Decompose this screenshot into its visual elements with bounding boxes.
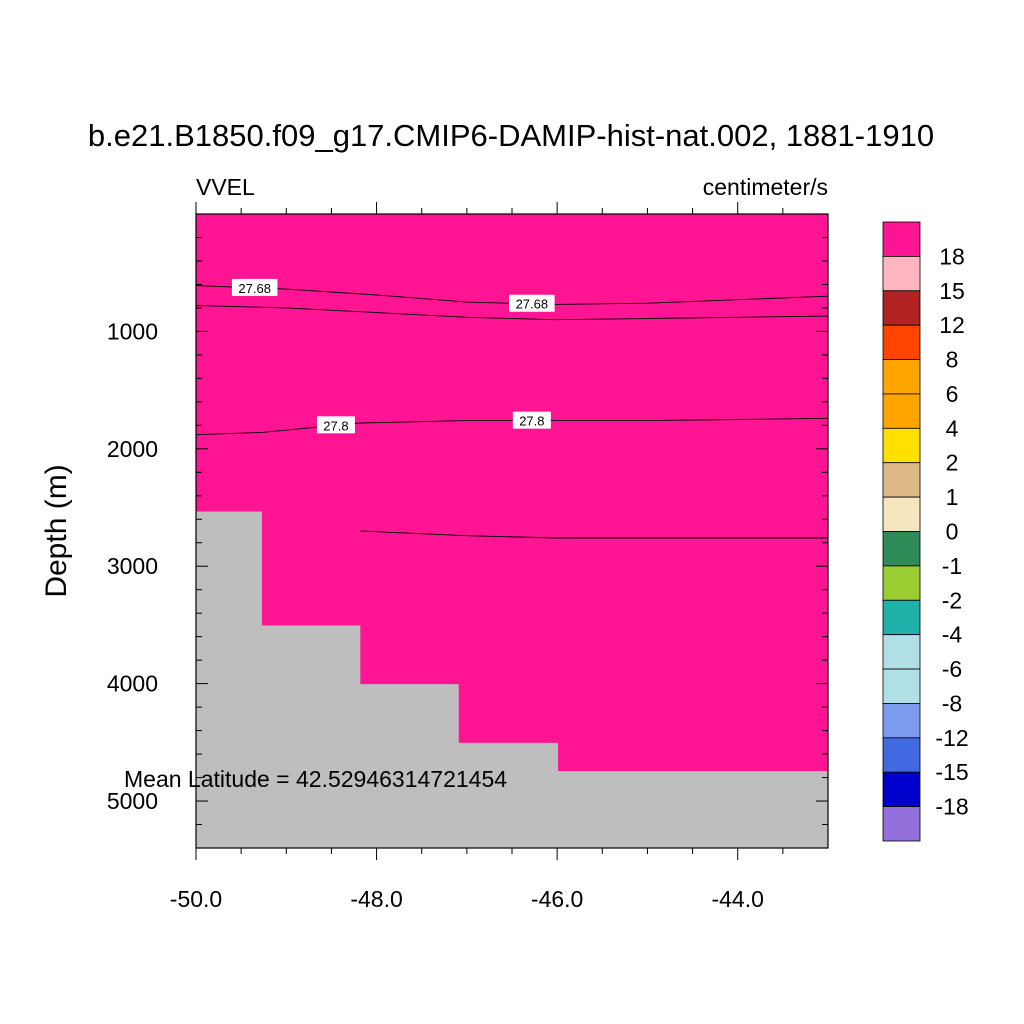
data-cell: [656, 371, 756, 485]
colorbar-swatch: [882, 737, 921, 773]
x-tick-label: -50.0: [170, 886, 222, 912]
data-cell: [558, 457, 657, 743]
colorbar-label: -6: [942, 656, 962, 682]
y-axis-label: Depth (m): [40, 464, 73, 597]
data-cell: [656, 484, 756, 598]
x-axis: -50.0 -48.0 -46.0 -44.0: [170, 202, 784, 912]
colorbar-swatch: [882, 599, 921, 636]
data-cell: [360, 214, 460, 256]
colorbar-swatch: [882, 221, 921, 257]
data-cell: [558, 221, 657, 409]
colorbar-label: -4: [942, 622, 963, 648]
contour-label: 27.8: [519, 414, 544, 429]
y-tick-label: 4000: [107, 671, 158, 697]
colorbar-swatch: [882, 531, 921, 567]
colorbar: 18 15 12 8 6 4 2 1 0 -1 -2 -4 -6 -8 -12 -15 -18: [882, 221, 969, 842]
data-cell: [458, 251, 559, 743]
data-cell: [360, 255, 460, 311]
colorbar-label: 2: [946, 450, 959, 476]
colorbar-label: 4: [946, 415, 959, 441]
contour-label: 27.68: [516, 297, 549, 312]
contour-label-box: [512, 411, 551, 429]
colorbar-label: -12: [935, 725, 968, 751]
y-axis: 1000 2000 3000 4000 5000: [107, 236, 828, 849]
colorbar-swatch: [882, 496, 921, 532]
y-tick-label: 5000: [107, 788, 158, 814]
colorbar-swatch: [882, 668, 921, 704]
data-cell: [458, 214, 559, 222]
colorbar-label: 12: [939, 312, 965, 338]
data-cell: [656, 596, 756, 772]
data-cell: [196, 310, 263, 325]
colorbar-swatch: [882, 565, 921, 601]
colorbar-label: -8: [942, 690, 962, 716]
data-cell: [261, 251, 361, 301]
contour-label: 27.8: [323, 418, 348, 433]
data-cell: [196, 324, 263, 512]
colorbar-label: -1: [942, 553, 962, 579]
colorbar-label: 6: [946, 381, 959, 407]
plot-cells: [196, 214, 829, 848]
contour-label-box: [509, 294, 555, 312]
contour-line: [360, 530, 828, 539]
units-label: centimeter/s: [703, 174, 828, 200]
colorbar-swatch: [882, 393, 921, 429]
chart-title: b.e21.B1850.f09_g17.CMIP6-DAMIP-hist-nat…: [88, 118, 934, 153]
colorbar-label: 0: [946, 519, 959, 545]
data-cell: [261, 299, 361, 389]
data-cell: [360, 484, 460, 685]
colorbar-label: -2: [942, 587, 962, 613]
colorbar-swatch: [882, 255, 921, 292]
colorbar-swatch: [882, 427, 921, 464]
contour-line: [195, 417, 829, 436]
y-tick-label: 3000: [107, 553, 158, 579]
data-cell: [754, 299, 829, 772]
contour-line: [195, 305, 829, 321]
mean-latitude-annotation: Mean Latitude = 42.52946314721454: [124, 766, 507, 792]
x-tick-label: -44.0: [711, 886, 763, 912]
data-cell: [458, 221, 559, 253]
data-cell: [656, 214, 756, 220]
data-cell: [754, 216, 829, 301]
colorbar-swatch: [882, 703, 921, 739]
colorbar-swatch: [882, 771, 921, 808]
data-cell: [558, 742, 657, 772]
data-cell: [558, 214, 657, 222]
y-tick-label: 2000: [107, 436, 158, 462]
contour-label-box: [231, 278, 278, 296]
colorbar-label: 18: [939, 243, 965, 269]
data-cell: [754, 214, 829, 217]
x-tick-label: -48.0: [350, 886, 402, 912]
variable-label: VVEL: [196, 174, 255, 200]
colorbar-label: -15: [935, 759, 968, 785]
contour-label-box: [316, 416, 355, 434]
colorbar-swatch: [882, 634, 921, 670]
colorbar-label: 15: [939, 278, 965, 304]
colorbar-label: -18: [935, 794, 968, 820]
data-cell: [558, 407, 657, 458]
colorbar-swatch: [882, 806, 921, 842]
colorbar-swatch: [882, 324, 921, 360]
data-cell: [196, 216, 263, 253]
data-cell: [196, 214, 263, 217]
colorbar-swatch: [882, 359, 921, 395]
data-cell: [360, 310, 460, 485]
x-tick-label: -46.0: [531, 886, 583, 912]
contour-label: 27.68: [238, 281, 271, 296]
colorbar-swatch: [882, 462, 921, 498]
colorbar-swatch: [882, 290, 921, 326]
y-tick-label: 1000: [107, 318, 158, 344]
data-cell: [261, 433, 361, 626]
data-cell: [656, 218, 756, 372]
data-cell: [261, 214, 361, 253]
colorbar-label: 1: [946, 484, 959, 510]
density-contours: 27.68 27.68 27.8 27.8: [195, 278, 829, 539]
colorbar-label: 8: [946, 347, 959, 373]
